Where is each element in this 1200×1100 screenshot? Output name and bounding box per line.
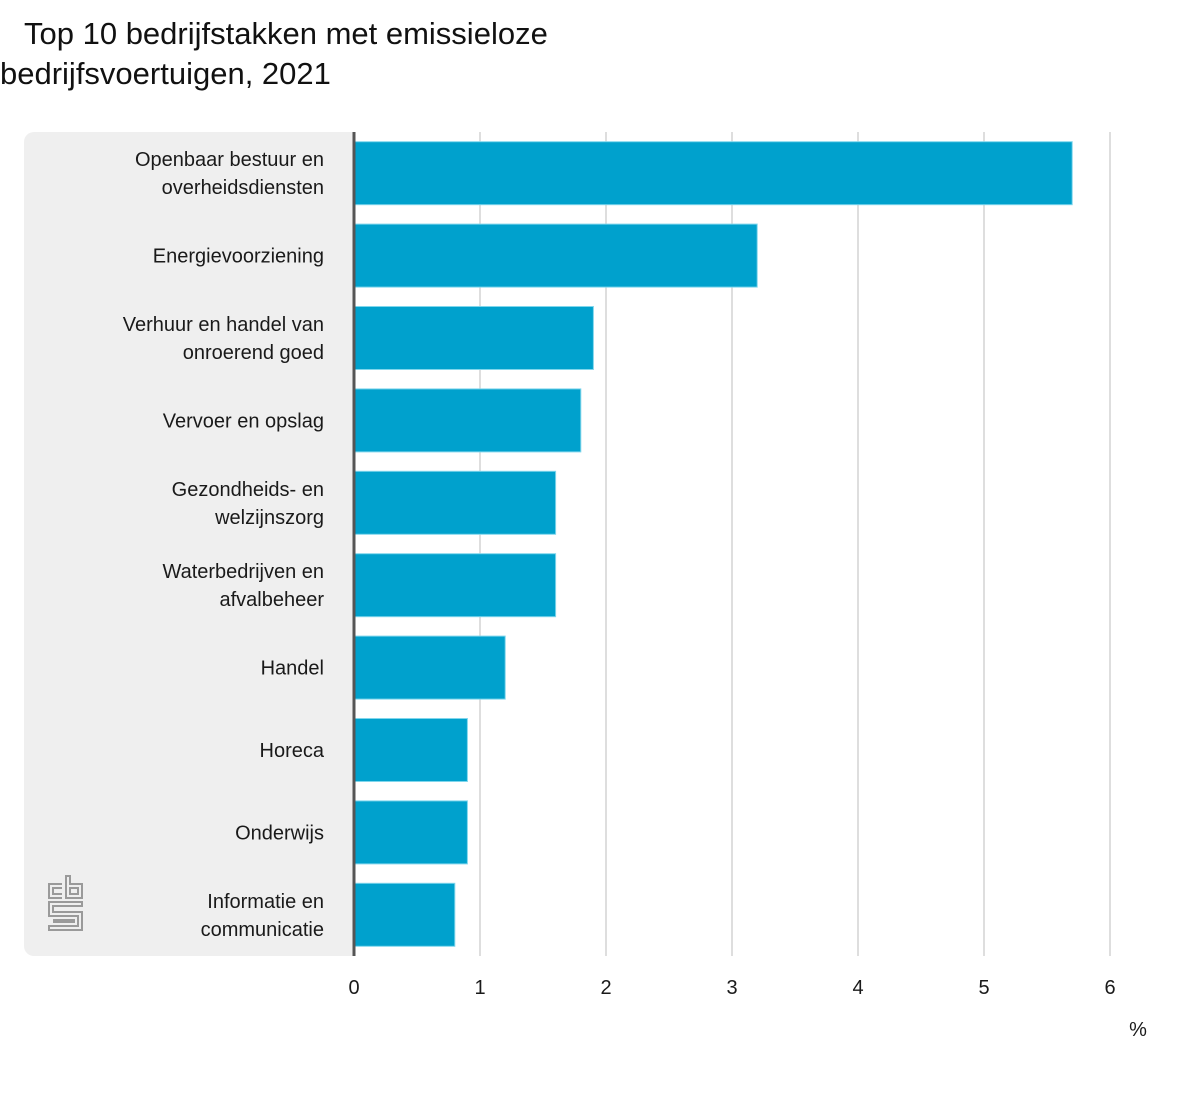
category-label: Horeca [260, 740, 325, 762]
category-label-line: overheidsdiensten [162, 177, 324, 199]
x-tick-label: 1 [474, 977, 485, 999]
chart-title-line-1: Top 10 bedrijfstakken met emissieloze [24, 16, 548, 51]
category-label-line: Verhuur en handel van [123, 314, 324, 336]
category-labels: Openbaar bestuur en overheidsdiensten Ener… [123, 149, 325, 941]
category-label-line: Waterbedrijven en [162, 561, 324, 583]
category-label: Energievoorziening [153, 246, 324, 268]
x-tick-label: 0 [348, 977, 359, 999]
category-label-line: Energievoorziening [153, 246, 324, 268]
category-label-panel [24, 132, 354, 956]
chart-title: Top 10 bedrijfstakken met emissieloze be… [0, 14, 640, 94]
bar[interactable] [353, 635, 506, 700]
category-label-line: Onderwijs [235, 822, 324, 844]
x-axis-label: % [1129, 1019, 1147, 1041]
category-label: Onderwijs [235, 822, 324, 844]
category-label-line: welzijnszorg [214, 507, 324, 529]
x-tick-labels: 0 1 2 3 4 5 6 [348, 977, 1115, 999]
category-label-line: Openbaar bestuur en [135, 149, 324, 171]
category-label: Vervoer en opslag [163, 410, 324, 432]
bar[interactable] [353, 800, 468, 865]
category-label: Waterbedrijven en afvalbeheer [162, 561, 324, 611]
category-label-line: afvalbeheer [219, 589, 324, 611]
bar[interactable] [353, 388, 582, 453]
category-label-line: Handel [261, 658, 324, 680]
bar[interactable] [353, 470, 557, 535]
category-label-line: Horeca [260, 740, 325, 762]
bar[interactable] [353, 882, 456, 947]
x-tick-label: 3 [726, 977, 737, 999]
category-label-line: Gezondheids- en [172, 479, 324, 501]
category-label: Gezondheids- en welzijnszorg [172, 479, 324, 529]
chart-title-line-2: bedrijfsvoertuigen, 2021 [0, 56, 331, 91]
category-label: Openbaar bestuur en overheidsdiensten [135, 149, 324, 199]
x-tick-label: 5 [978, 977, 989, 999]
category-label-line: communicatie [201, 919, 324, 941]
bars [353, 141, 1073, 947]
bar[interactable] [353, 718, 468, 782]
category-label: Informatie en communicatie [201, 891, 324, 941]
category-label-line: Vervoer en opslag [163, 410, 324, 432]
category-label: Verhuur en handel van onroerend goed [123, 314, 324, 364]
bar[interactable] [353, 553, 557, 618]
x-tick-label: 4 [852, 977, 863, 999]
bar[interactable] [353, 223, 758, 288]
bar[interactable] [353, 141, 1073, 206]
x-tick-label: 6 [1104, 977, 1115, 999]
cbs-logo-icon [48, 875, 83, 931]
category-label-line: onroerend goed [183, 342, 324, 364]
category-label: Handel [261, 658, 324, 680]
bar[interactable] [353, 306, 594, 370]
category-label-line: Informatie en [207, 891, 324, 913]
x-tick-label: 2 [600, 977, 611, 999]
